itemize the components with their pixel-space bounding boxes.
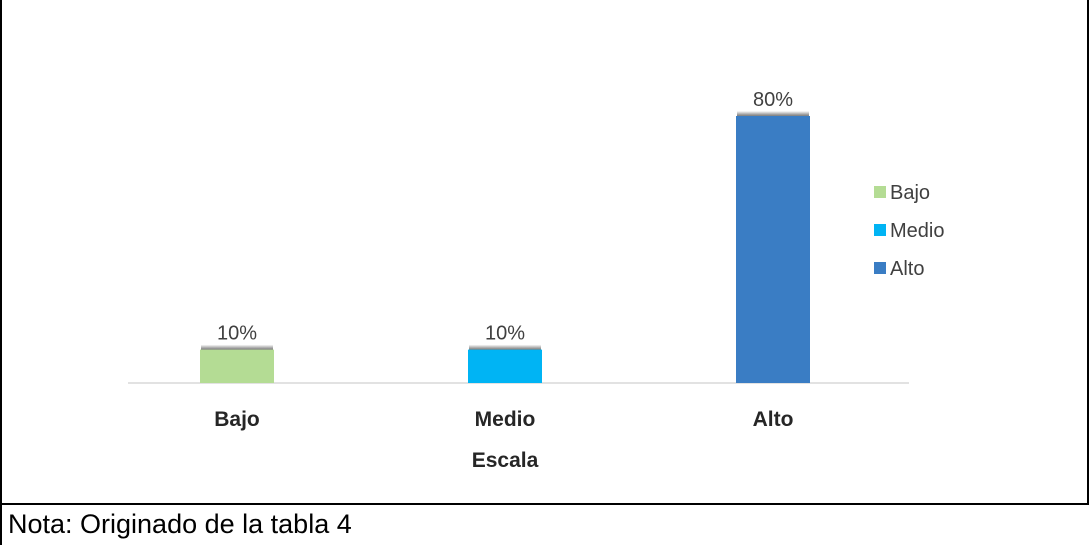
legend-label-alto: Alto <box>890 258 924 280</box>
x-tick-label-alto: Alto <box>753 408 794 431</box>
frame-right-border <box>1087 0 1089 505</box>
legend-swatch-medio <box>874 224 886 236</box>
legend-label-medio: Medio <box>890 220 944 242</box>
legend-swatch-bajo <box>874 186 886 198</box>
data-label-bajo: 10% <box>217 323 257 345</box>
bar-chart: 10% Bajo 10% Medio 80% Alto Escala Bajo Medio Alt… <box>128 89 944 472</box>
legend-swatch-alto <box>874 262 886 274</box>
bar-medio <box>468 349 542 383</box>
bar-shadow-alto <box>737 111 809 117</box>
bar-shadow-bajo <box>201 344 273 351</box>
x-axis-title: Escala <box>472 449 539 472</box>
figure-note: Nota: Originado de la tabla 4 <box>8 509 352 539</box>
frame-bottom-border <box>0 503 1089 505</box>
data-label-alto: 80% <box>753 89 793 111</box>
x-tick-label-medio: Medio <box>475 408 536 431</box>
bar-shadow-medio <box>469 344 541 351</box>
bar-bajo <box>200 349 274 383</box>
frame-left-border <box>0 0 2 545</box>
legend-label-bajo: Bajo <box>890 182 930 204</box>
data-label-medio: 10% <box>485 323 525 345</box>
bar-alto <box>736 116 810 383</box>
x-tick-label-bajo: Bajo <box>214 408 260 431</box>
